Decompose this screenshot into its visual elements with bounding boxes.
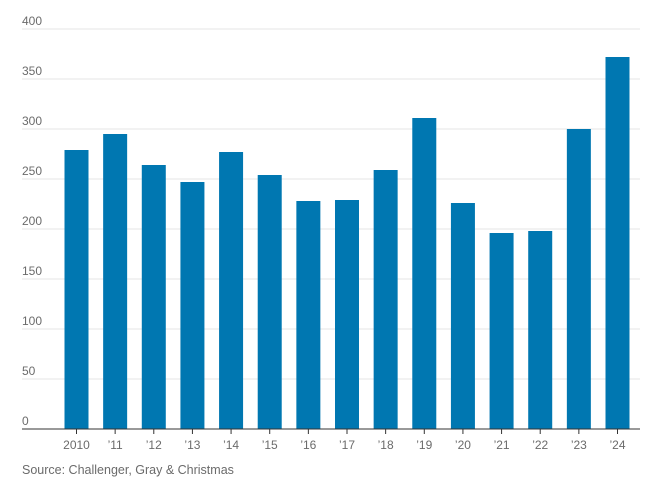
bars	[64, 57, 630, 429]
y-tick-label: 0	[22, 414, 29, 428]
y-tick-label: 200	[22, 214, 42, 228]
bar	[103, 134, 128, 429]
bar	[335, 200, 359, 429]
bar	[566, 129, 591, 429]
bar	[257, 175, 282, 429]
y-tick-label: 350	[22, 64, 42, 78]
y-tick-label: 300	[22, 114, 42, 128]
x-tick-label: ’20	[455, 438, 471, 452]
bar	[489, 233, 514, 429]
x-tick-label: ’21	[494, 438, 510, 452]
bar	[219, 152, 244, 429]
bar	[64, 150, 89, 429]
y-tick-label: 400	[22, 14, 42, 28]
bar	[296, 201, 321, 429]
x-tick-label: ’12	[146, 438, 162, 452]
x-tick-label: ’19	[416, 438, 432, 452]
source-note: Source: Challenger, Gray & Christmas	[22, 463, 234, 477]
x-tick-label: ’24	[609, 438, 625, 452]
bar	[528, 231, 553, 429]
x-tick-label: ’16	[300, 438, 316, 452]
y-tick-label: 250	[22, 164, 42, 178]
y-tick-label: 150	[22, 264, 42, 278]
bar-chart: 0 50 100 150 200 250 300 350 400 2010 ’11 ’12 ’13 ’1…	[22, 14, 640, 452]
y-axis-ticks: 0 50 100 150 200 250 300 350 400	[22, 14, 42, 428]
x-tick-label: ’17	[339, 438, 355, 452]
x-tick-label: ’22	[532, 438, 548, 452]
bar	[141, 165, 166, 429]
bar	[450, 203, 475, 429]
bar	[605, 57, 630, 429]
x-tick-label: ’15	[262, 438, 278, 452]
y-tick-label: 100	[22, 314, 42, 328]
x-tick-label: ’14	[223, 438, 239, 452]
x-axis-ticks: 2010 ’11 ’12 ’13 ’14 ’15 ’16 ’17 ’18 ’19 ’20 ’21 ’22…	[63, 429, 626, 452]
x-tick-label: ’11	[108, 438, 123, 452]
x-tick-label: ’13	[184, 438, 200, 452]
x-tick-label: ’23	[571, 438, 587, 452]
bar	[180, 182, 205, 429]
bar	[412, 118, 437, 429]
x-tick-label: ’18	[378, 438, 394, 452]
y-tick-label: 50	[22, 364, 36, 378]
bar	[373, 170, 398, 429]
x-tick-label: 2010	[63, 438, 90, 452]
